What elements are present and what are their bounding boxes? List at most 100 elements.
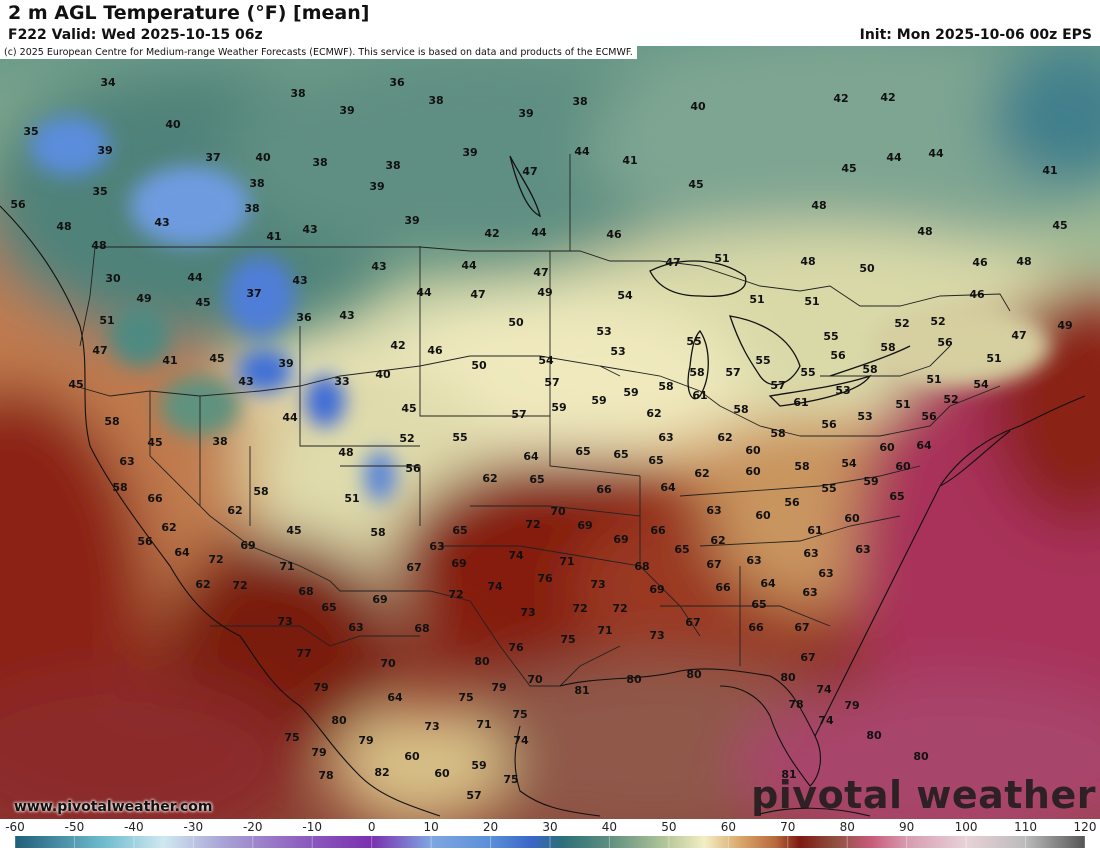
temperature-value: 39 — [369, 180, 384, 193]
temperature-value: 63 — [348, 621, 363, 634]
temperature-value: 38 — [290, 87, 305, 100]
temperature-value: 53 — [857, 410, 872, 423]
temperature-value: 60 — [879, 441, 895, 454]
temperature-value: 72 — [232, 579, 247, 592]
temperature-value: 43 — [292, 274, 307, 287]
header: 2 m AGL Temperature (°F) [mean] F222 Val… — [0, 0, 1100, 46]
valid-time: F222 Valid: Wed 2025-10-15 06z — [8, 27, 263, 43]
temperature-value: 51 — [986, 352, 1001, 365]
temperature-value: 75 — [560, 633, 575, 646]
temperature-value: 73 — [649, 629, 664, 642]
temperature-value: 43 — [371, 260, 386, 273]
temperature-value: 44 — [574, 145, 590, 158]
temperature-value: 59 — [551, 401, 566, 414]
temperature-value: 71 — [476, 718, 491, 731]
temperature-value: 79 — [491, 681, 506, 694]
temperature-value: 53 — [835, 384, 850, 397]
temperature-value: 43 — [238, 375, 253, 388]
temperature-value: 80 — [626, 673, 642, 686]
temperature-value: 77 — [296, 647, 311, 660]
temperature-value: 58 — [794, 460, 809, 473]
temperature-value: 48 — [917, 225, 932, 238]
temperature-value: 57 — [725, 366, 740, 379]
temperature-value: 55 — [452, 431, 467, 444]
temperature-value: 73 — [277, 615, 292, 628]
temperature-value: 58 — [862, 363, 877, 376]
temperature-value: 44 — [187, 271, 203, 284]
temperature-value: 72 — [572, 602, 587, 615]
temperature-value: 44 — [928, 147, 944, 160]
colorbar-tick-label: 0 — [367, 820, 376, 834]
temperature-value: 62 — [646, 407, 661, 420]
temperature-value: 44 — [416, 286, 432, 299]
temperature-value: 54 — [841, 457, 857, 470]
temperature-value: 53 — [610, 345, 625, 358]
temperature-value: 69 — [613, 533, 628, 546]
colorbar-tick-label: 80 — [839, 820, 855, 834]
temperature-value: 38 — [572, 95, 587, 108]
temperature-value: 41 — [162, 354, 177, 367]
temperature-value: 44 — [531, 226, 547, 239]
temperature-value: 66 — [596, 483, 612, 496]
colorbar-tick-label: 90 — [899, 820, 915, 834]
site-url[interactable]: www.pivotalweather.com — [14, 799, 213, 815]
temperature-value: 81 — [574, 684, 589, 697]
temperature-value: 69 — [649, 583, 664, 596]
temperature-value: 62 — [195, 578, 210, 591]
temperature-value: 41 — [622, 154, 637, 167]
temperature-value: 45 — [195, 296, 210, 309]
temperature-value: 36 — [389, 76, 405, 89]
temperature-value: 66 — [147, 492, 163, 505]
temperature-value: 37 — [205, 151, 220, 164]
brand-watermark: pivotal weather — [751, 773, 1096, 817]
temperature-value: 64 — [523, 450, 539, 463]
temperature-value: 71 — [597, 624, 612, 637]
colorbar: -60 -50 -40 -30 -20 -10 0 10 20 30 40 50 60 70 80 90 100… — [0, 819, 1100, 850]
temperature-value: 54 — [538, 354, 554, 367]
temperature-value: 42 — [880, 91, 895, 104]
temperature-value: 68 — [634, 560, 649, 573]
temperature-value: 58 — [104, 415, 119, 428]
temperature-value: 45 — [841, 162, 856, 175]
temperature-value: 43 — [154, 216, 169, 229]
temperature-value: 64 — [916, 439, 932, 452]
temperature-value: 46 — [969, 288, 985, 301]
temperature-value: 71 — [559, 555, 574, 568]
temperature-value: 80 — [866, 729, 882, 742]
temperature-value: 36 — [296, 311, 312, 324]
temperature-value: 79 — [844, 699, 859, 712]
temperature-value: 44 — [461, 259, 477, 272]
temperature-value: 60 — [404, 750, 420, 763]
temperature-value: 58 — [370, 526, 385, 539]
colorbar-tick-label: 30 — [542, 820, 558, 834]
temperature-value: 48 — [1016, 255, 1031, 268]
colorbar-tick-label: 60 — [720, 820, 736, 834]
temperature-value: 65 — [529, 473, 544, 486]
temperature-value: 79 — [311, 746, 326, 759]
temperature-value: 63 — [855, 543, 870, 556]
temperature-value: 61 — [793, 396, 808, 409]
colorbar-tick-label: 50 — [661, 820, 677, 834]
temperature-value: 73 — [424, 720, 439, 733]
temperature-value: 78 — [318, 769, 333, 782]
temperature-value: 62 — [482, 472, 497, 485]
temperature-value: 49 — [136, 292, 151, 305]
temperature-value: 55 — [800, 366, 815, 379]
temperature-value: 43 — [339, 309, 354, 322]
temperature-value: 48 — [56, 220, 71, 233]
temperature-value: 52 — [894, 317, 909, 330]
temperature-value: 37 — [246, 287, 261, 300]
temperature-value: 72 — [448, 588, 463, 601]
temperature-value: 58 — [658, 380, 673, 393]
temperature-value: 65 — [613, 448, 628, 461]
temperature-value: 42 — [390, 339, 405, 352]
temperature-map[interactable]: 34 36 38 38 39 38 40 42 42 35 40 39 39 37 40 38 38 39 44 41… — [0, 46, 1100, 819]
temperature-value: 63 — [818, 567, 833, 580]
temperature-value: 74 — [816, 683, 832, 696]
temperature-value: 69 — [240, 539, 255, 552]
temperature-value: 30 — [105, 272, 121, 285]
temperature-value: 51 — [926, 373, 941, 386]
temperature-value: 68 — [298, 585, 313, 598]
